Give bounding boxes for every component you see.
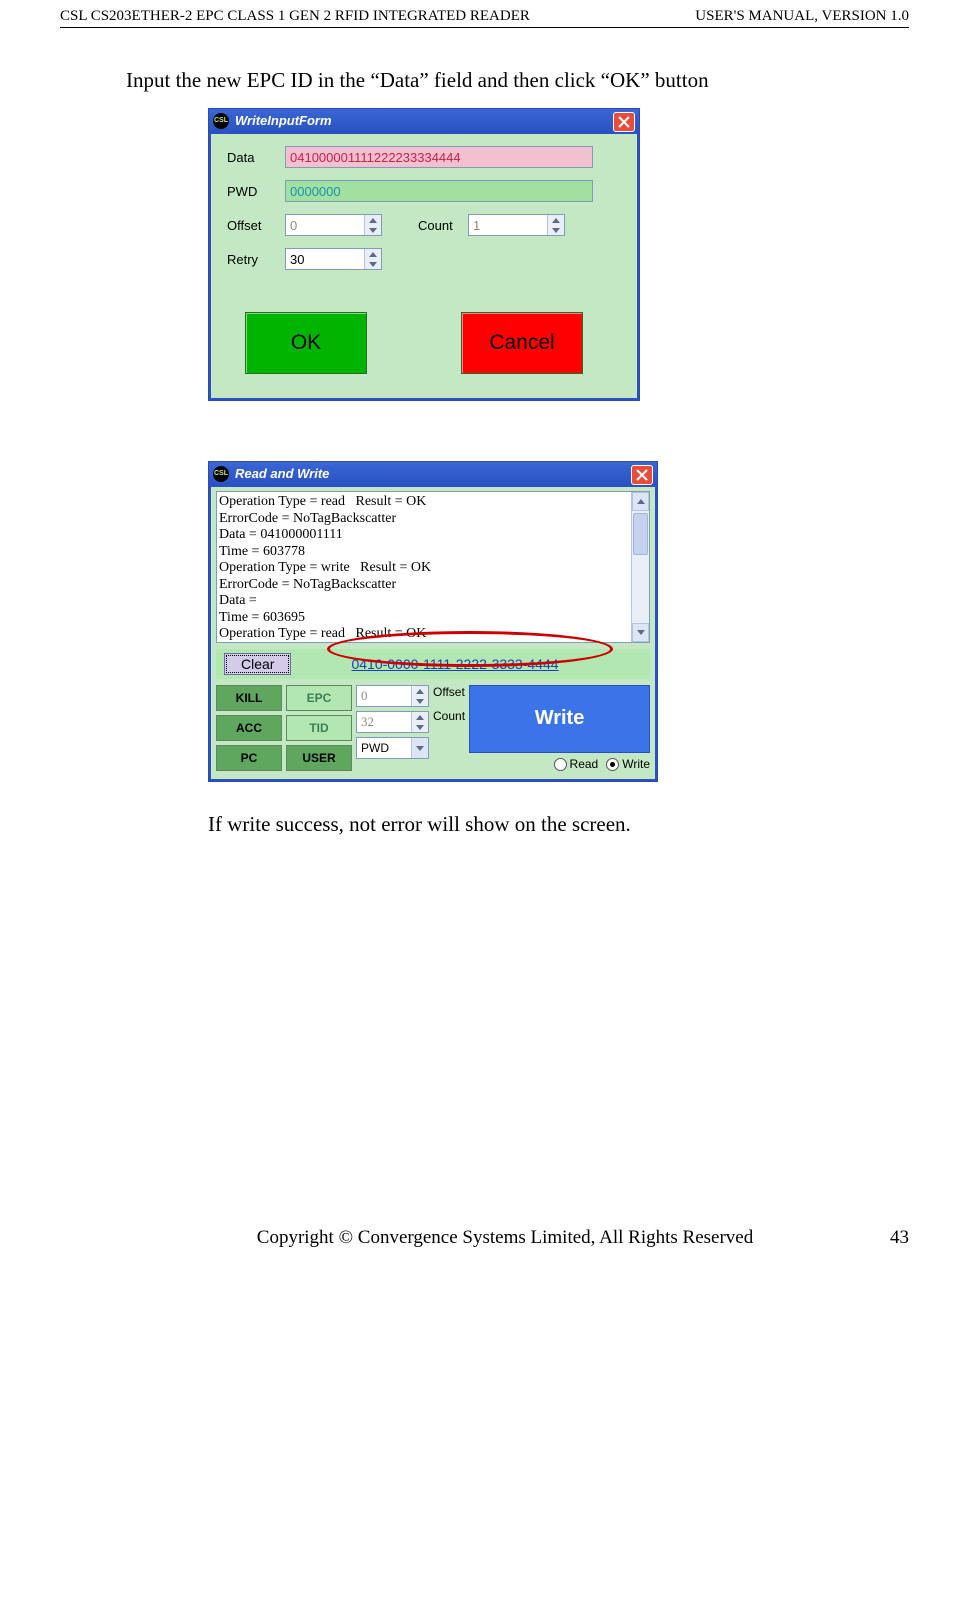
app-icon: CSL <box>213 113 229 129</box>
chevron-down-icon[interactable] <box>411 738 428 758</box>
pwd-select-value: PWD <box>357 738 411 758</box>
chevron-up-icon[interactable] <box>412 712 428 722</box>
retry-stepper[interactable]: 30 <box>285 248 382 270</box>
label-count: Count <box>418 218 468 233</box>
tab-user[interactable]: USER <box>286 745 352 771</box>
rw-count-label: Count <box>433 709 465 723</box>
header-right: USER'S MANUAL, VERSION 1.0 <box>695 8 909 25</box>
chevron-up-icon[interactable] <box>632 492 649 511</box>
titlebar[interactable]: CSL Read and Write <box>209 462 657 487</box>
cancel-button[interactable]: Cancel <box>461 312 583 374</box>
rw-offset-value[interactable]: 0 <box>357 686 411 706</box>
write-button[interactable]: Write <box>469 685 650 753</box>
chevron-down-icon[interactable] <box>365 225 381 235</box>
count-stepper[interactable]: 1 <box>468 214 565 236</box>
app-icon: CSL <box>213 466 229 482</box>
tab-tid[interactable]: TID <box>286 715 352 741</box>
rw-offset-label: Offset <box>433 685 465 699</box>
retry-value[interactable]: 30 <box>286 249 364 269</box>
log-output: Operation Type = read Result = OK ErrorC… <box>217 492 631 642</box>
tab-pc[interactable]: PC <box>216 745 282 771</box>
pwd-field[interactable]: 0000000 <box>285 180 593 202</box>
pwd-select[interactable]: PWD <box>356 737 429 759</box>
offset-value[interactable]: 0 <box>286 215 364 235</box>
label-offset: Offset <box>227 218 285 233</box>
tab-kill[interactable]: KILL <box>216 685 282 711</box>
epc-value: 0410-0000-1111-2222-3333-4444 <box>351 656 558 672</box>
data-field[interactable]: 041000001111222233334444 <box>285 146 593 168</box>
window-title: WriteInputForm <box>235 113 332 128</box>
rw-count-value[interactable]: 32 <box>357 712 411 732</box>
close-icon[interactable] <box>613 112 635 132</box>
chevron-down-icon[interactable] <box>632 623 649 642</box>
chevron-down-icon[interactable] <box>412 722 428 732</box>
chevron-down-icon[interactable] <box>412 696 428 706</box>
label-retry: Retry <box>227 252 285 267</box>
count-value[interactable]: 1 <box>469 215 547 235</box>
window-title: Read and Write <box>235 466 329 481</box>
write-input-form-window: CSL WriteInputForm Data 0410000011112222… <box>208 108 640 401</box>
ok-button[interactable]: OK <box>245 312 367 374</box>
chevron-down-icon[interactable] <box>548 225 564 235</box>
label-data: Data <box>227 150 285 165</box>
header-left: CSL CS203ETHER-2 EPC CLASS 1 GEN 2 RFID … <box>60 8 530 25</box>
rw-count-stepper[interactable]: 32 <box>356 711 429 733</box>
chevron-up-icon[interactable] <box>548 215 564 225</box>
rw-offset-stepper[interactable]: 0 <box>356 685 429 707</box>
offset-stepper[interactable]: 0 <box>285 214 382 236</box>
scroll-thumb[interactable] <box>633 513 648 555</box>
radio-write[interactable]: Write <box>606 757 650 771</box>
titlebar[interactable]: CSL WriteInputForm <box>209 109 639 134</box>
tab-epc[interactable]: EPC <box>286 685 352 711</box>
label-pwd: PWD <box>227 184 285 199</box>
radio-read[interactable]: Read <box>554 757 599 771</box>
footer-copyright: Copyright © Convergence Systems Limited,… <box>120 1227 890 1249</box>
close-icon[interactable] <box>631 465 653 485</box>
chevron-down-icon[interactable] <box>365 259 381 269</box>
page-number: 43 <box>890 1227 909 1249</box>
chevron-up-icon[interactable] <box>365 215 381 225</box>
result-text: If write success, not error will show on… <box>208 812 909 837</box>
read-write-window: CSL Read and Write Operation Type = read… <box>208 461 658 782</box>
chevron-up-icon[interactable] <box>365 249 381 259</box>
clear-button[interactable]: Clear <box>224 653 291 675</box>
intro-text: Input the new EPC ID in the “Data” field… <box>126 68 909 93</box>
tab-acc[interactable]: ACC <box>216 715 282 741</box>
scrollbar[interactable] <box>631 492 649 642</box>
chevron-up-icon[interactable] <box>412 686 428 696</box>
